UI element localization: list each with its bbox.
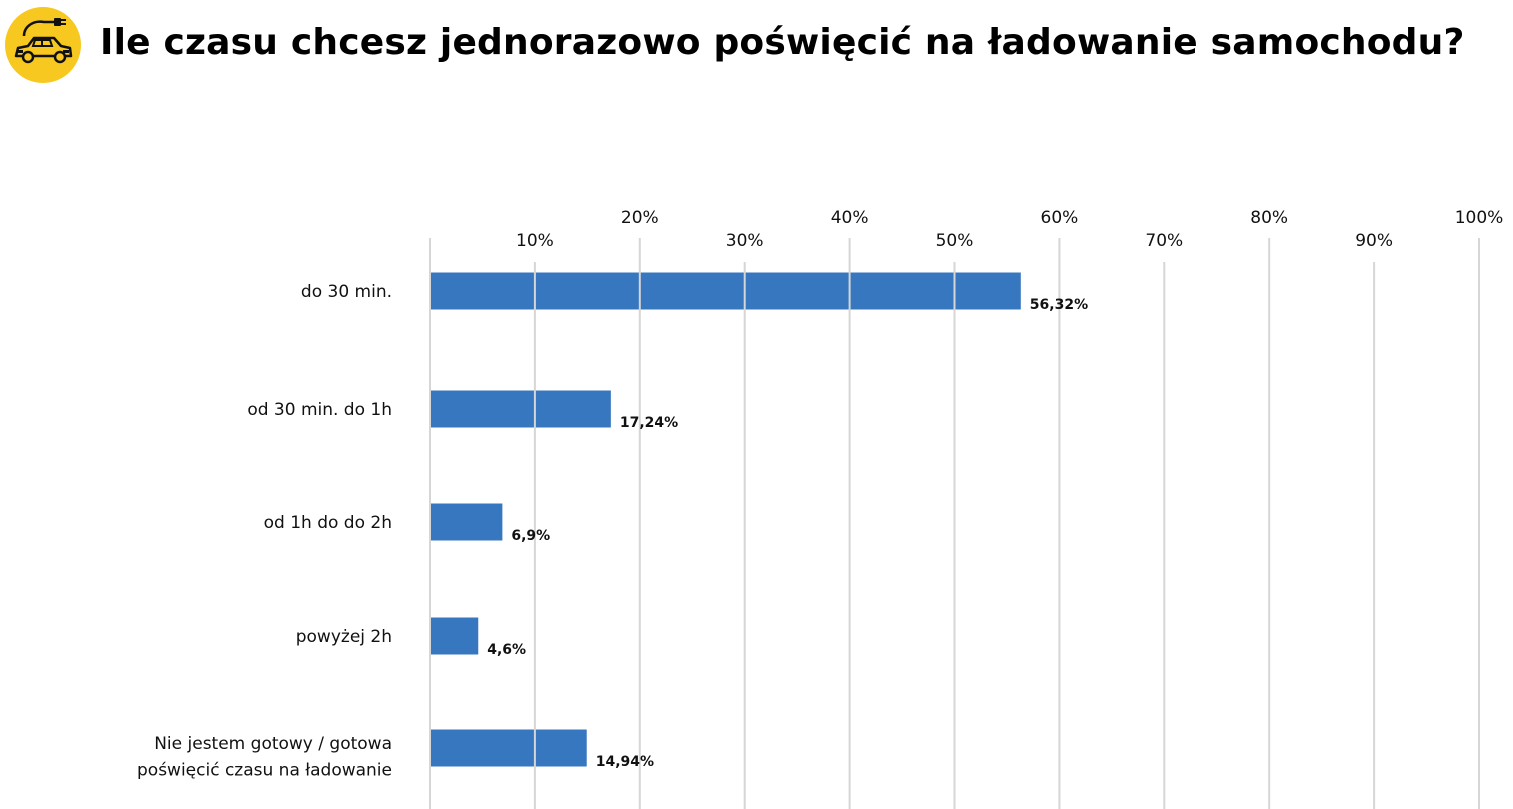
tick-label: 30% — [726, 231, 764, 251]
bar — [430, 729, 587, 767]
tick-label: 20% — [621, 208, 659, 228]
page-title: Ile czasu chcesz jednorazowo poświęcić n… — [100, 22, 1465, 63]
bar — [430, 390, 611, 428]
tick-label: 80% — [1250, 208, 1288, 228]
electric-car-logo-icon — [5, 7, 81, 83]
data-label: 17,24% — [620, 415, 678, 431]
category-label: Nie jestem gotowy / gotowa poświęcić czas… — [137, 734, 392, 780]
tick-label: 10% — [516, 231, 554, 251]
tick-label: 60% — [1041, 208, 1079, 228]
tick-label: 100% — [1455, 208, 1504, 228]
tick-label: 40% — [831, 208, 869, 228]
category-label: od 30 min. do 1h — [247, 400, 392, 420]
data-label: 14,94% — [596, 754, 654, 770]
bar — [430, 503, 503, 541]
data-label: 56,32% — [1030, 297, 1088, 313]
tick-label: 70% — [1145, 231, 1183, 251]
tick-label: 90% — [1355, 231, 1393, 251]
bar — [430, 272, 1021, 310]
tick-label: 50% — [936, 231, 974, 251]
category-label: od 1h do do 2h — [264, 513, 392, 533]
data-label: 4,6% — [487, 642, 526, 658]
bar — [430, 617, 479, 655]
data-label: 6,9% — [511, 528, 550, 544]
category-label: powyżej 2h — [296, 627, 392, 647]
category-label: do 30 min. — [301, 282, 392, 302]
